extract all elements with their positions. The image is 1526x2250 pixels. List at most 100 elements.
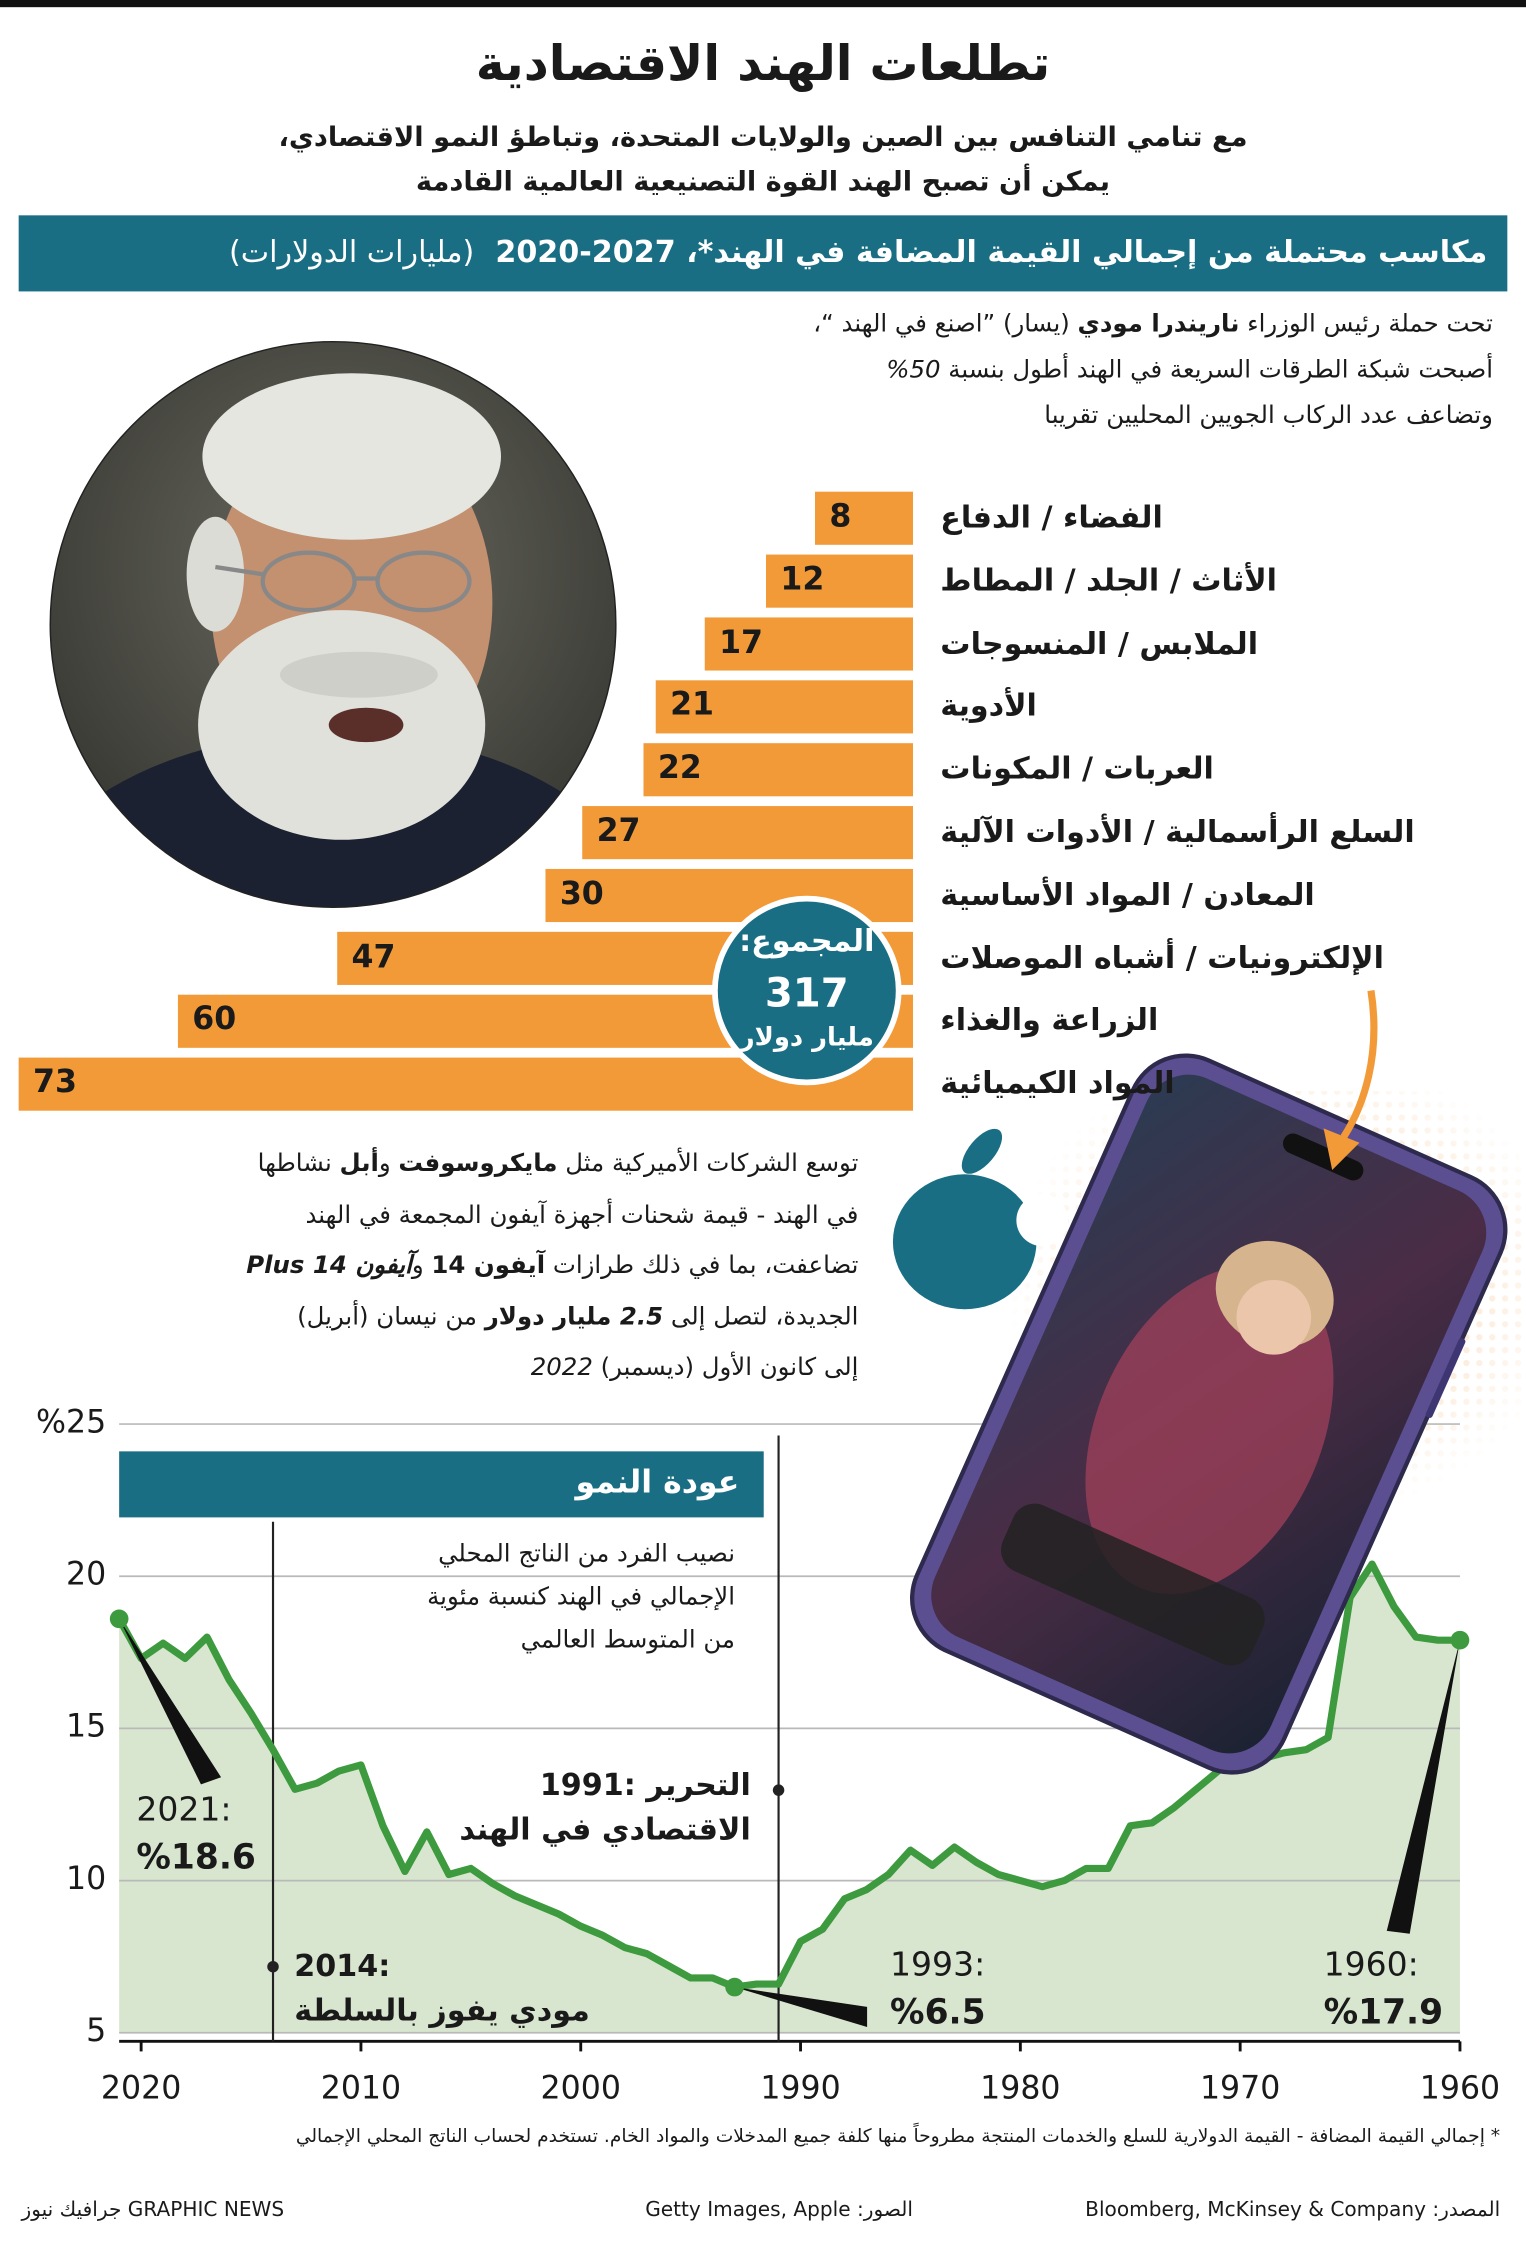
bar-chart-heading: مكاسب محتملة من إجمالي القيمة المضافة في… [229,235,1487,271]
annotation-pointer [734,1987,868,2028]
bar [655,680,914,734]
credit-photos: الصور: Getty Images, Apple [645,2198,914,2222]
apple-body [892,1174,1037,1310]
arrow-head [1323,1128,1360,1170]
bar-value-label: 21 [670,687,715,724]
bar-value-label: 8 [829,499,852,536]
text-run: وتضاعف عدد الركاب الجويين المحليين تقريب… [1044,401,1493,431]
title: تطلعات الهند الاقتصادية [475,35,1051,93]
bar-category-label: الأثاث / الجلد / المطاط [940,563,1277,598]
credit-source: المصدر: Bloomberg, McKinsey & Company [1085,2198,1501,2222]
area [119,1564,1460,2033]
event-dot [772,1784,785,1796]
text-run: تحت حملة رئيس الوزراء [1239,309,1493,339]
bar-value-label: 30 [559,876,604,913]
x-tick-label: 2010 [320,2071,402,2108]
x-tick-label: 2000 [540,2071,621,2108]
y-tick-label: 5 [86,2013,107,2050]
event-dot [267,1960,279,1973]
text-run: نشاطها [257,1149,340,1179]
text-run: و [378,1149,399,1179]
line-chart-description: نصيب الفرد من الناتج المحلي [438,1540,736,1569]
x-tick-label: 1980 [980,2071,1061,2108]
annotation-year: 2021: [136,1791,232,1830]
bar-chart-unit: (مليارات الدولارات) [228,234,484,270]
bar-category-label: المعادن / المواد الأساسية [940,877,1315,912]
y-tick-label: 10 [66,1861,107,1898]
text-run: 2.5 [619,1302,664,1332]
text-run: مليار دولار [484,1302,620,1332]
text-run: أصبحت شبكة الطرقات السريعة في الهند أطول… [940,355,1493,385]
bar-value-label: 22 [657,750,702,787]
annotation-pointer [1386,1640,1460,1934]
bar-category-label: السلع الرأسمالية / الأدوات الآلية [940,814,1415,849]
annotation-dot [1450,1630,1470,1650]
bar-value-label: 12 [780,562,825,599]
bar-value-label: 47 [351,939,396,976]
bar-category-label: الفضاء / الدفاع [940,500,1163,535]
annotation-value: %17.9 [1323,1991,1444,2033]
text-run: في الهند - قيمة شحنات أجهزة آيفون المجمع… [305,1200,859,1230]
event-label: مودي يفوز بالسلطة [294,1993,590,2028]
screen-face [1236,1279,1312,1355]
footnote: * إجمالي القيمة المضافة - القيمة الدولار… [295,2126,1501,2148]
bar-category-label: الملابس / المنسوجات [940,625,1259,661]
subtitle: مع تنامي التنافس بين الصين والولايات الم… [278,121,1248,154]
text-run: 50% [886,355,941,385]
total-unit: مليار دولار [739,1022,874,1053]
bar-value-label: 60 [192,1002,237,1039]
paragraph-line: في الهند - قيمة شحنات أجهزة آيفون المجمع… [305,1201,858,1230]
text-run: تضاعفت، بما في ذلك طرازات [545,1251,859,1281]
text-run: 2022 [530,1353,593,1383]
text-run: إلى كانون الأول (ديسمبر) [592,1353,859,1383]
screen-island [1282,1133,1364,1181]
annotation-dot [725,1977,744,1997]
bar [582,806,914,860]
portrait-photo [50,341,616,908]
paragraph-line: أصبحت شبكة الطرقات السريعة في الهند أطول… [886,356,1493,385]
y-tick-label: 15 [66,1709,107,1746]
bar [704,617,914,671]
line-chart-description: الإجمالي في الهند كنسبة مئوية [427,1583,736,1612]
top-rule [0,0,1526,8]
annotation-year: 1960: [1323,1946,1419,1985]
line-chart-banner [119,1451,764,1518]
apple-bite [1016,1194,1069,1247]
text-run: مايكروسوفت [398,1149,558,1179]
bar [765,554,914,608]
bar-category-label: العربات / المكونات [940,751,1214,787]
x-tick-label: 1960 [1419,2071,1501,2108]
phone-photo [910,1053,1508,1775]
total-label: المجموع: [739,923,875,959]
line-chart-description: من المتوسط العالمي [520,1626,736,1655]
bar-value-label: 27 [596,813,641,850]
bar-category-label: الإلكترونيات / أشباه الموصلات [940,940,1384,975]
paragraph-line: الجديدة، لتصل إلى 2.5 مليار دولار من نيس… [297,1302,858,1331]
annotation-value: %6.5 [890,1991,986,2033]
subtitle: يمكن أن تصبح الهند القوة التصنيعية العال… [415,165,1111,198]
x-tick-label: 1970 [1199,2071,1281,2108]
annotation-dot [109,1609,129,1629]
screen-widget [1001,1503,1265,1666]
text-run: الجديدة، لتصل إلى [663,1302,859,1332]
bar [643,743,914,797]
arrow [1340,989,1378,1139]
bar [815,491,914,545]
y-tick-label: 20 [66,1557,107,1594]
event-label: 1991: التحرير [539,1767,751,1803]
phone-button [1425,1338,1466,1418]
bar-chart-title: مكاسب محتملة من إجمالي القيمة المضافة في… [495,234,1488,270]
bar-category-label: الزراعة والغذاء [940,1003,1159,1038]
paragraph-line: توسع الشركات الأميركية مثل مايكروسوفت وأ… [258,1150,859,1179]
portrait-frame [49,340,617,908]
bar-chart-banner [18,215,1508,292]
credit-publisher: GRAPHIC NEWS جرافيك نيوز [21,2198,285,2222]
total-badge [712,895,902,1086]
text-run: و [411,1251,432,1281]
event-label: الاقتصادي في الهند [459,1812,751,1847]
text-run: أبل [339,1149,379,1179]
bar-category-label: الأدوية [940,688,1037,724]
